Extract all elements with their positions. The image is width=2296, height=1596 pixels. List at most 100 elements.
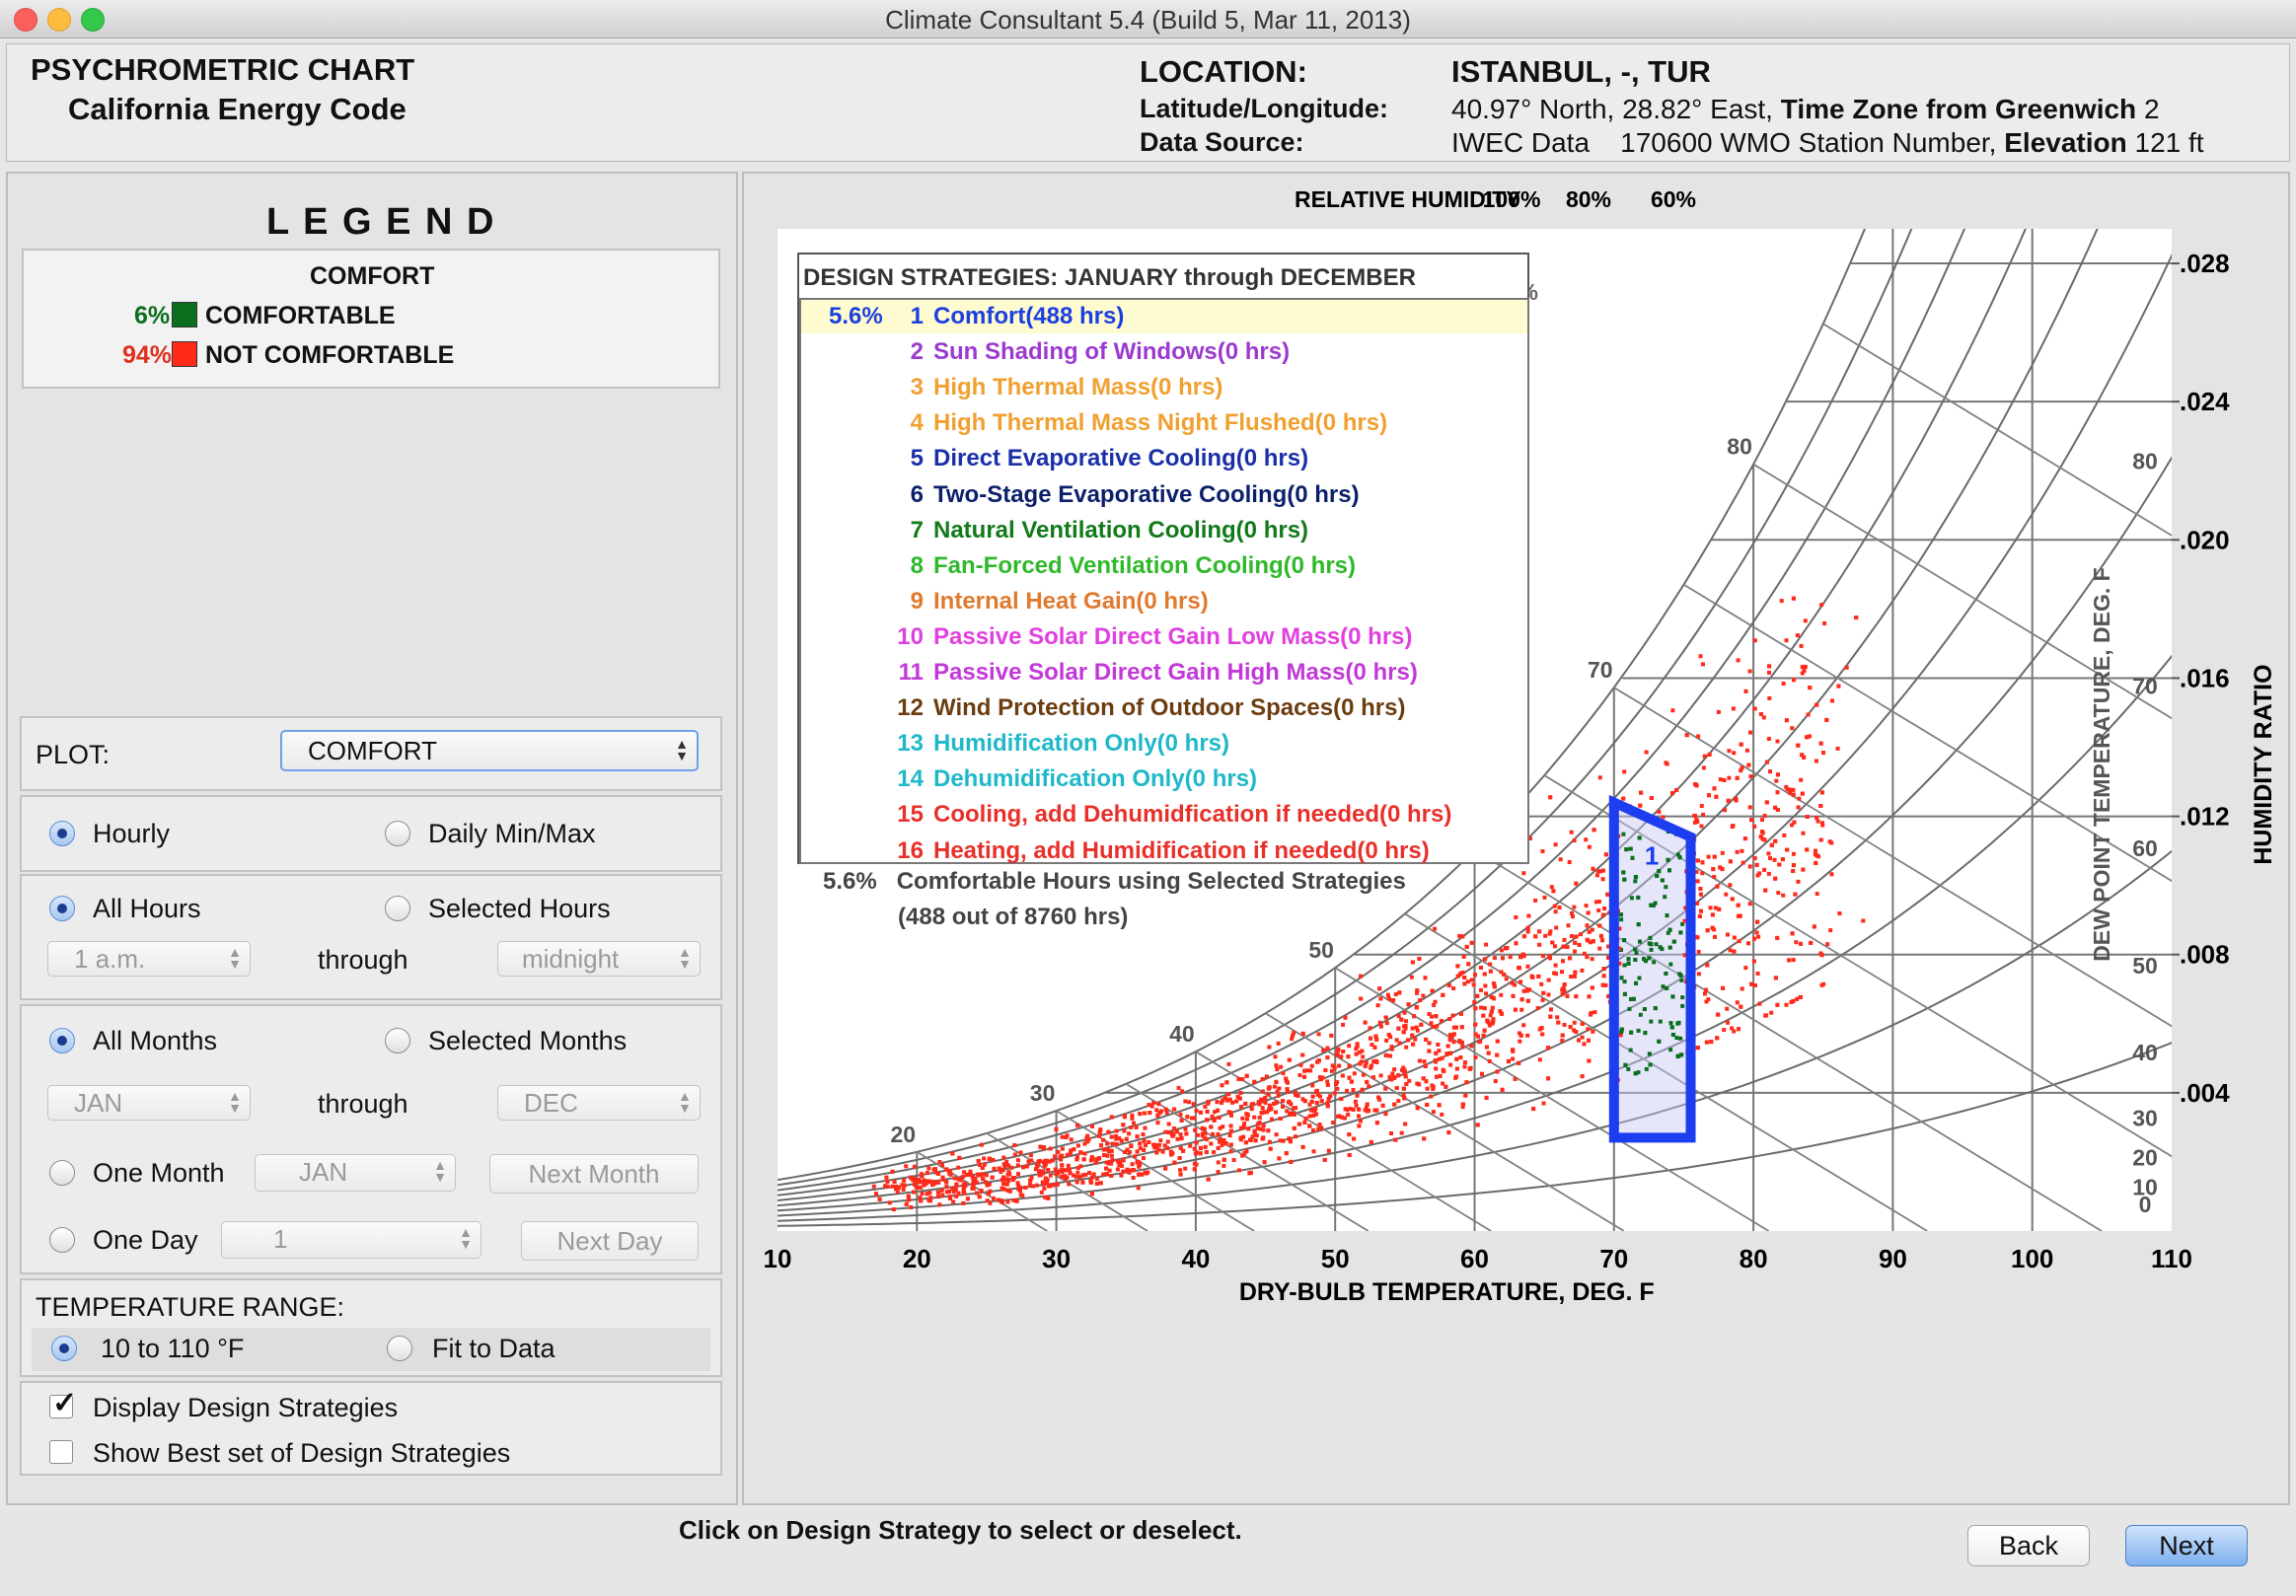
next-day-button[interactable]: Next Day [521, 1221, 699, 1261]
one-month-select[interactable]: JAN ▲ ▼ [255, 1154, 456, 1192]
display-strategies-checkbox[interactable]: ✓ [49, 1387, 77, 1419]
temperature-range-options [32, 1328, 710, 1371]
not-comfortable-point [1835, 746, 1840, 751]
not-comfortable-point [1054, 1126, 1059, 1131]
not-comfortable-point [1417, 1082, 1422, 1087]
not-comfortable-point [1239, 1125, 1243, 1130]
temp-range-fit-radio[interactable] [387, 1336, 412, 1361]
not-comfortable-point [1749, 981, 1753, 986]
not-comfortable-point [1684, 733, 1689, 738]
strategy-row[interactable]: 5.6% 1 Comfort(488 hrs) [801, 300, 1527, 333]
strategy-row[interactable]: 3 High Thermal Mass(0 hrs) [801, 371, 1527, 404]
y-tick-label: .016 [2180, 663, 2230, 692]
one-day-select[interactable]: 1 ▲ ▼ [221, 1221, 481, 1259]
strategy-row[interactable]: 7 Natural Ventilation Cooling(0 hrs) [801, 514, 1527, 547]
comfortable-point [1634, 950, 1639, 955]
strategy-number: 10 [897, 622, 924, 650]
not-comfortable-point [907, 1197, 911, 1201]
strategy-row[interactable]: 10 Passive Solar Direct Gain Low Mass(0 h… [801, 620, 1527, 654]
next-button[interactable]: Next [2125, 1525, 2248, 1566]
rh-curve [778, 229, 1913, 1187]
strategy-row[interactable]: 9 Internal Heat Gain(0 hrs) [801, 585, 1527, 618]
not-comfortable-point [1097, 1129, 1102, 1134]
not-comfortable-point [992, 1196, 996, 1200]
not-comfortable-point [968, 1172, 973, 1177]
not-comfortable-point [1775, 790, 1780, 795]
not-comfortable-point [1177, 1156, 1182, 1160]
strategy-row[interactable]: 12 Wind Protection of Outdoor Spaces(0 hr… [801, 691, 1527, 725]
y-axis-label: HUMIDITY RATIO [2250, 664, 2277, 864]
all-months-radio[interactable] [49, 1028, 75, 1053]
display-strategies-label: Display Design Strategies [93, 1393, 399, 1422]
not-comfortable-point [1450, 1034, 1454, 1039]
hour-to-select[interactable]: midnight ▲ ▼ [497, 941, 701, 977]
not-comfortable-point [1396, 1073, 1401, 1078]
not-comfortable-point [1421, 1076, 1426, 1081]
hourly-radio[interactable] [49, 821, 75, 846]
not-comfortable-point [1131, 1168, 1136, 1173]
code-name: California Energy Code [68, 92, 407, 126]
not-comfortable-point [1441, 1081, 1445, 1086]
strategy-row[interactable]: 16 Heating, add Humidification if needed(… [801, 834, 1527, 868]
temp-range-10-110-radio[interactable] [51, 1336, 77, 1361]
not-comfortable-point [1573, 940, 1578, 945]
not-comfortable-point [1801, 867, 1806, 872]
not-comfortable-point [1736, 903, 1741, 907]
not-comfortable-point [950, 1151, 955, 1156]
not-comfortable-point [1828, 928, 1833, 933]
not-comfortable-point [1709, 1040, 1714, 1045]
strategy-row[interactable]: 6 Two-Stage Evaporative Cooling(0 hrs) [801, 478, 1527, 512]
not-comfortable-point [1462, 976, 1467, 979]
strategy-row[interactable]: 11 Passive Solar Direct Gain High Mass(0 … [801, 656, 1527, 689]
hour-from-select[interactable]: 1 a.m. ▲ ▼ [47, 941, 251, 977]
back-button[interactable]: Back [1967, 1525, 2090, 1566]
show-best-checkbox[interactable] [49, 1440, 73, 1464]
not-comfortable-point [1012, 1143, 1017, 1147]
hour-from-value: 1 a.m. [74, 944, 146, 974]
strategy-row[interactable]: 4 High Thermal Mass Night Flushed(0 hrs) [801, 406, 1527, 440]
not-comfortable-point [1791, 792, 1796, 797]
minimize-window-icon[interactable] [47, 8, 71, 32]
strategy-row[interactable]: 15 Cooling, add Dehumidfication if needed… [801, 798, 1527, 832]
not-comfortable-point [1738, 913, 1742, 918]
one-month-radio[interactable] [49, 1160, 75, 1186]
not-comfortable-point [1039, 1190, 1044, 1195]
not-comfortable-point [1114, 1136, 1119, 1141]
not-comfortable-point [1021, 1165, 1025, 1170]
selected-hours-radio[interactable] [385, 896, 410, 921]
close-window-icon[interactable] [14, 8, 37, 32]
strategy-row[interactable]: 5 Direct Evaporative Cooling(0 hrs) [801, 442, 1527, 475]
not-comfortable-point [1364, 1106, 1369, 1111]
not-comfortable-point [1601, 974, 1606, 979]
not-comfortable-point [1434, 1059, 1439, 1064]
not-comfortable-point [1763, 888, 1768, 893]
not-comfortable-point [1780, 857, 1785, 862]
strategy-row[interactable]: 14 Dehumidification Only(0 hrs) [801, 762, 1527, 796]
zoom-window-icon[interactable] [81, 8, 105, 32]
daily-minmax-radio[interactable] [385, 821, 410, 846]
month-to-value: DEC [524, 1088, 578, 1118]
next-month-button[interactable]: Next Month [489, 1154, 699, 1194]
not-comfortable-point [1768, 856, 1772, 860]
one-day-radio[interactable] [49, 1227, 75, 1253]
not-comfortable-point [1185, 1115, 1190, 1120]
not-comfortable-point [1392, 1067, 1397, 1072]
comfortable-point [1668, 962, 1673, 967]
comfortable-point [1629, 1030, 1634, 1035]
strategy-row[interactable]: 2 Sun Shading of Windows(0 hrs) [801, 335, 1527, 369]
comfortable-point [1626, 957, 1631, 962]
not-comfortable-point [1525, 998, 1530, 1003]
strategy-row[interactable]: 13 Humidification Only(0 hrs) [801, 727, 1527, 761]
month-from-select[interactable]: JAN ▲ ▼ [47, 1085, 251, 1121]
month-to-select[interactable]: DEC ▲ ▼ [497, 1085, 701, 1121]
plot-select[interactable]: COMFORT ▲ ▼ [280, 730, 699, 771]
not-comfortable-point [1078, 1164, 1083, 1169]
not-comfortable-point [1289, 1159, 1294, 1164]
months-section: All Months Selected Months JAN ▲ ▼ throug… [20, 1004, 722, 1274]
selected-months-radio[interactable] [385, 1028, 410, 1053]
strategy-row[interactable]: 8 Fan-Forced Ventilation Cooling(0 hrs) [801, 549, 1527, 583]
not-comfortable-point [1573, 974, 1577, 979]
not-comfortable-point [1441, 992, 1445, 997]
comfortable-point [1667, 927, 1672, 932]
all-hours-radio[interactable] [49, 896, 75, 921]
